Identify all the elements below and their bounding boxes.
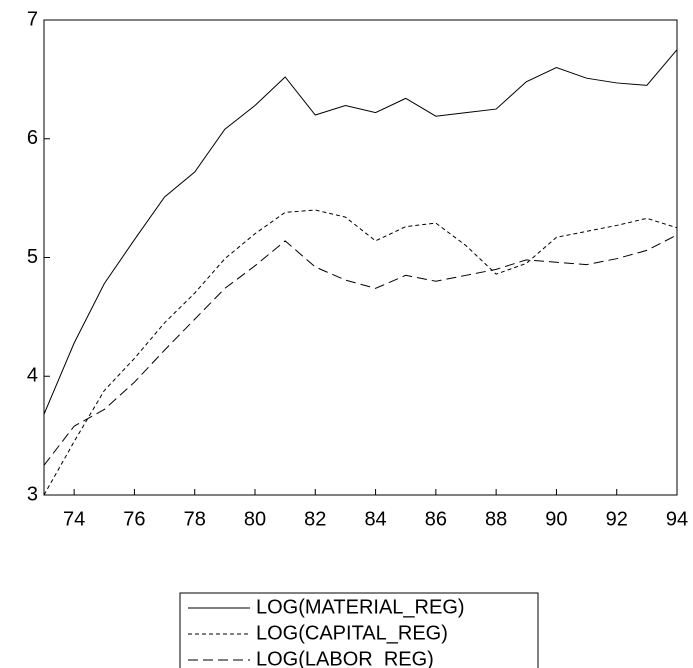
x-tick-label: 86	[425, 508, 447, 530]
y-tick-label: 4	[27, 365, 38, 387]
series-line	[43, 209, 678, 496]
x-tick-label: 82	[304, 508, 326, 530]
legend-label: LOG(MATERIAL_REG)	[256, 596, 465, 618]
x-tick-label: 80	[244, 508, 266, 530]
legend-box	[179, 592, 539, 668]
series-line	[43, 49, 678, 415]
y-tick-label: 3	[27, 483, 38, 505]
x-tick-label: 84	[364, 508, 386, 530]
plot-area	[43, 19, 678, 496]
x-tick-label: 94	[666, 508, 688, 530]
series-line	[43, 234, 678, 466]
x-tick-label: 74	[63, 508, 85, 530]
x-tick-label: 90	[545, 508, 567, 530]
x-tick-label: 78	[184, 508, 206, 530]
y-tick-label: 6	[27, 127, 38, 149]
x-tick-label: 88	[485, 508, 507, 530]
y-tick-label: 5	[27, 246, 38, 268]
x-tick-label: 92	[606, 508, 628, 530]
x-tick-label: 76	[123, 508, 145, 530]
legend-label: LOG(LABOR_REG)	[256, 648, 434, 668]
legend-label: LOG(CAPITAL_REG)	[256, 622, 448, 644]
y-tick-label: 7	[27, 8, 38, 30]
